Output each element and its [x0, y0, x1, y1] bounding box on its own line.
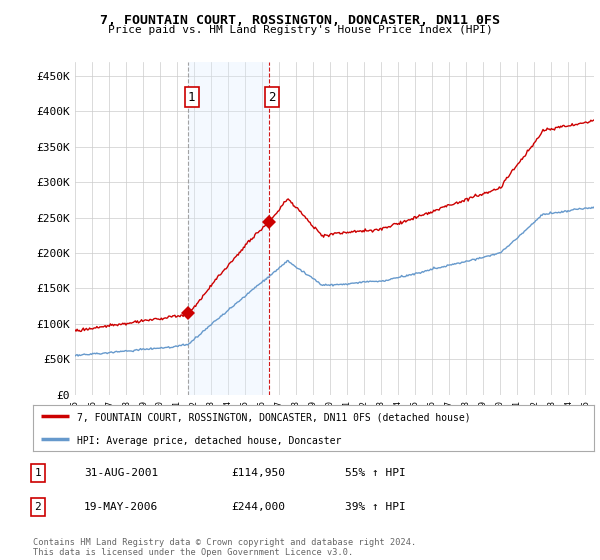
Text: Contains HM Land Registry data © Crown copyright and database right 2024.
This d: Contains HM Land Registry data © Crown c…	[33, 538, 416, 557]
Text: Price paid vs. HM Land Registry's House Price Index (HPI): Price paid vs. HM Land Registry's House …	[107, 25, 493, 35]
Text: 2: 2	[34, 502, 41, 512]
Text: £114,950: £114,950	[231, 468, 285, 478]
Text: 39% ↑ HPI: 39% ↑ HPI	[345, 502, 406, 512]
Text: 1: 1	[34, 468, 41, 478]
Text: 1: 1	[188, 91, 196, 104]
Text: 55% ↑ HPI: 55% ↑ HPI	[345, 468, 406, 478]
Text: 7, FOUNTAIN COURT, ROSSINGTON, DONCASTER, DN11 0FS: 7, FOUNTAIN COURT, ROSSINGTON, DONCASTER…	[100, 14, 500, 27]
Text: £244,000: £244,000	[231, 502, 285, 512]
Text: 31-AUG-2001: 31-AUG-2001	[84, 468, 158, 478]
Text: 2: 2	[268, 91, 276, 104]
Text: 7, FOUNTAIN COURT, ROSSINGTON, DONCASTER, DN11 0FS (detached house): 7, FOUNTAIN COURT, ROSSINGTON, DONCASTER…	[77, 413, 470, 423]
Text: HPI: Average price, detached house, Doncaster: HPI: Average price, detached house, Donc…	[77, 436, 341, 446]
Text: 19-MAY-2006: 19-MAY-2006	[84, 502, 158, 512]
Bar	[188, 62, 269, 395]
